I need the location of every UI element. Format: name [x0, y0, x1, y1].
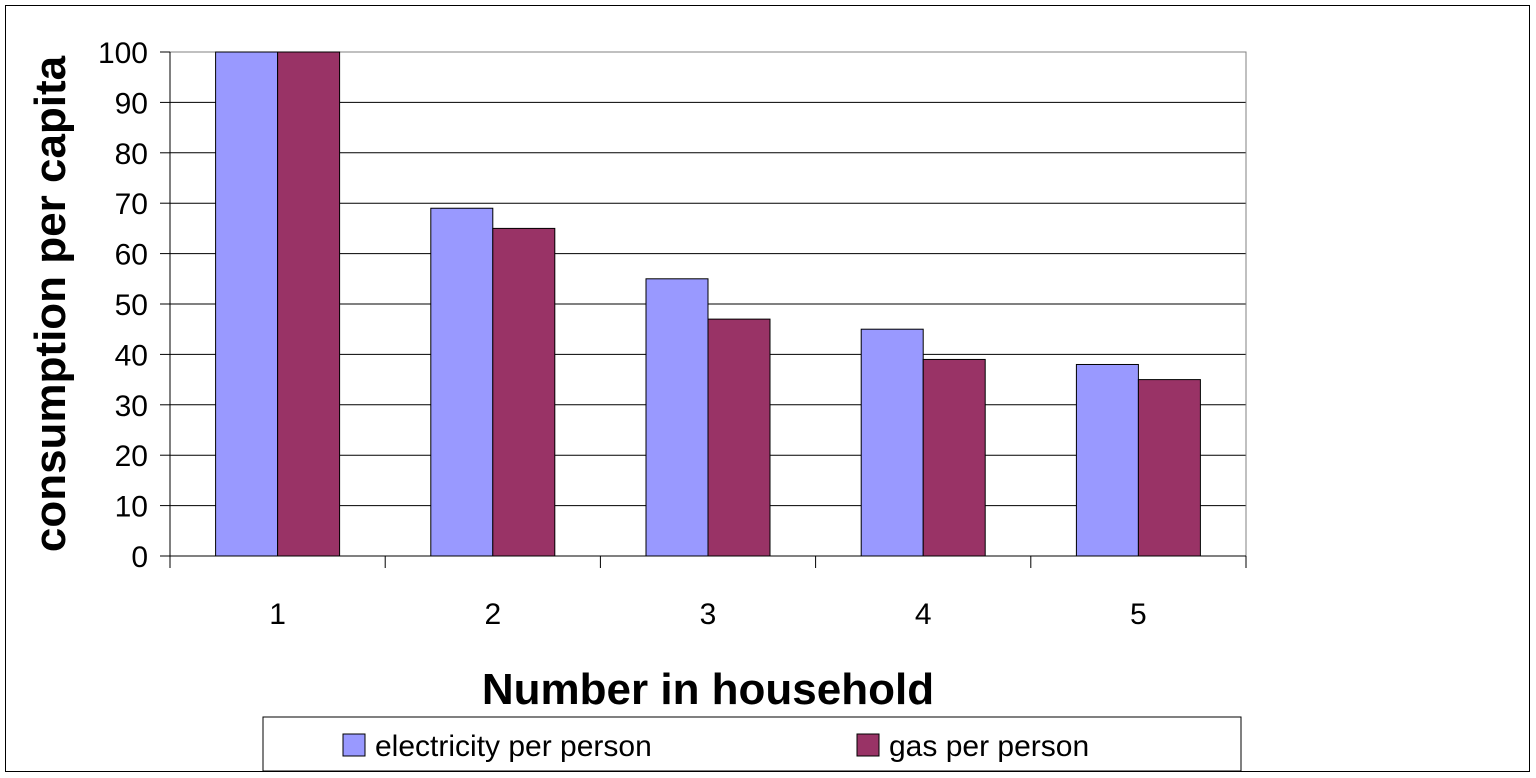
x-tick-label: 3	[700, 598, 717, 631]
bar-electricity-3	[645, 278, 709, 557]
legend-box	[262, 716, 1242, 772]
bars	[215, 51, 1201, 557]
legend: electricity per person gas per person	[262, 716, 1242, 772]
tick-labels: 0 10 20 30 40 50 60 70 80 90 100 1 2 3 4 5	[98, 37, 1147, 631]
y-tick-label: 70	[115, 188, 148, 221]
x-tick-label: 2	[484, 598, 501, 631]
y-tick-label: 50	[115, 289, 148, 322]
y-tick-label: 60	[115, 239, 148, 272]
y-tick-label: 10	[115, 491, 148, 524]
bar-gas-1	[277, 51, 341, 557]
x-tick-label: 4	[915, 598, 932, 631]
legend-label-electricity: electricity per person	[375, 730, 652, 763]
bar-gas-3	[707, 318, 771, 557]
legend-swatch-gas	[856, 733, 880, 757]
legend-swatch-electricity	[342, 733, 366, 757]
x-tick-label: 5	[1130, 598, 1147, 631]
bar-electricity-4	[860, 328, 924, 557]
y-tick-label: 20	[115, 440, 148, 473]
bar-electricity-5	[1075, 363, 1139, 557]
bar-gas-2	[492, 227, 556, 557]
y-tick-label: 40	[115, 339, 148, 372]
y-tick-label: 100	[98, 37, 148, 70]
axes	[160, 51, 1247, 568]
x-tick-label: 1	[269, 598, 286, 631]
y-tick-label: 80	[115, 138, 148, 171]
y-axis-title: consumption per capita	[26, 55, 75, 552]
bar-gas-5	[1137, 379, 1201, 557]
y-tick-label: 30	[115, 390, 148, 423]
y-tick-label: 90	[115, 87, 148, 120]
bar-gas-4	[922, 358, 986, 557]
y-tick-label: 0	[131, 541, 148, 574]
bar-electricity-1	[215, 51, 279, 557]
x-axis-title: Number in household	[482, 665, 934, 714]
legend-label-gas: gas per person	[889, 730, 1089, 763]
bar-electricity-2	[430, 207, 494, 557]
